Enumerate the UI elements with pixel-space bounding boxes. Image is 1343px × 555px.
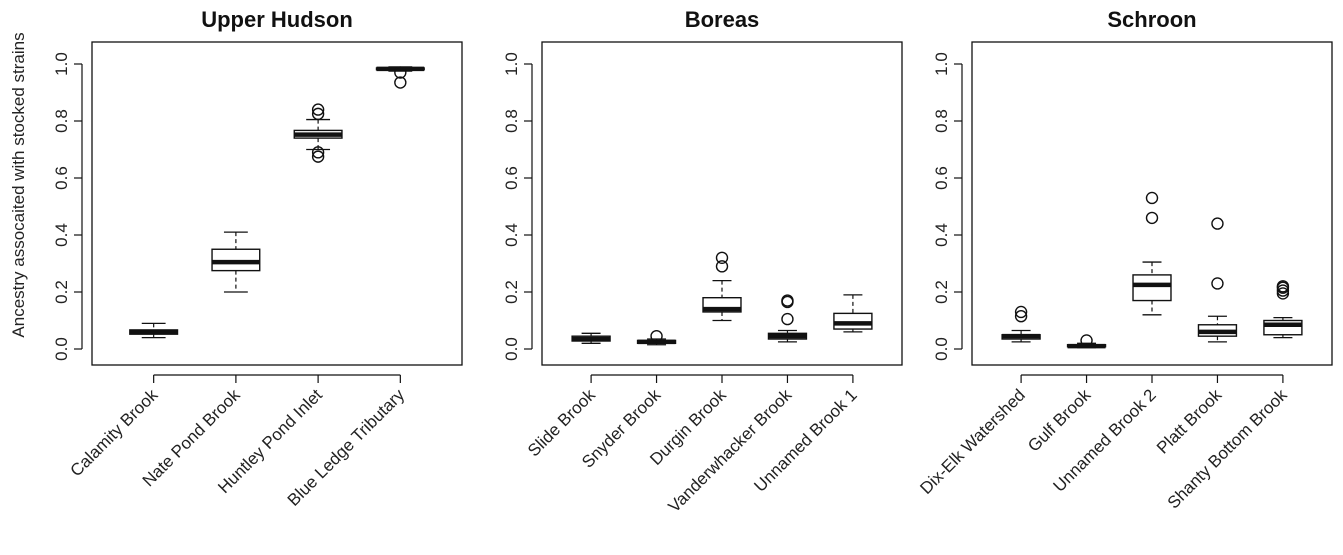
outlier-point [1145, 211, 1159, 225]
y-tick-label: 0.0 [502, 337, 521, 361]
box-4 [767, 294, 808, 343]
y-tick-label: 1.0 [502, 52, 521, 76]
y-tick-label: 0.8 [52, 109, 71, 133]
y-tick-label: 0.4 [932, 223, 951, 247]
outlier-point [1211, 217, 1224, 230]
outlier-point [1211, 277, 1224, 290]
panel-title: Boreas [685, 7, 760, 32]
box-4 [1197, 217, 1238, 343]
plot-frame [541, 41, 903, 366]
panels: Upper Hudson 0.0 0.2 0.4 0.6 0.8 1.0 Calamity B… [52, 7, 1333, 516]
y-tick-label: 1.0 [932, 52, 951, 76]
y-tick-label: 0.8 [932, 109, 951, 133]
y-tick-label: 1.0 [52, 52, 71, 76]
plot-frame [91, 41, 463, 366]
box-5 [1263, 280, 1303, 339]
outlier-point [1014, 310, 1028, 323]
y-tick-label: 0.4 [52, 223, 71, 247]
outlier-point [781, 294, 794, 307]
outlier-point [650, 329, 663, 343]
panel-title: Upper Hudson [201, 7, 353, 32]
panel-title: Schroon [1107, 7, 1196, 32]
panel-1: Upper Hudson 0.0 0.2 0.4 0.6 0.8 1.0 Calamity B… [52, 7, 463, 510]
outlier-point [1145, 191, 1159, 205]
box-3 [293, 103, 343, 163]
outlier-point [311, 107, 325, 121]
x-tick-label: Vanderwhacker Brook [664, 385, 795, 516]
box-3 [1132, 191, 1172, 316]
y-tick-label: 0.6 [502, 166, 521, 190]
panel-3: Schroon 0.0 0.2 0.4 0.6 0.8 1.0 Dix-Elk Watersh… [916, 7, 1333, 512]
outlier-point [311, 146, 325, 159]
box-1 [1001, 305, 1041, 343]
x-tick-label: Shanty Bottom Brook [1164, 385, 1291, 512]
box-1 [129, 322, 179, 339]
outlier-point [311, 150, 325, 163]
outlier-point [1014, 305, 1028, 319]
x-tick-label: Gulf Brook [1024, 385, 1095, 456]
y-tick-label: 0.2 [502, 280, 521, 304]
outlier-point [311, 103, 325, 116]
outlier-point [781, 312, 794, 326]
x-tick-label: Dix-Elk Watershed [916, 385, 1029, 498]
box-2 [636, 329, 677, 346]
y-tick-label: 0.6 [52, 166, 71, 190]
box-2 [211, 231, 261, 293]
y-tick-label: 0.2 [932, 280, 951, 304]
outlier-point [1276, 280, 1290, 293]
outlier-point [715, 251, 729, 264]
plot-frame [971, 41, 1333, 366]
outlier-point [715, 260, 729, 273]
outlier-point [394, 76, 407, 89]
y-tick-label: 0.0 [932, 337, 951, 361]
y-axis-label: Ancestry assocaited with stocked strains [9, 32, 28, 337]
box-4 [375, 66, 425, 89]
y-tick-label: 0.4 [502, 223, 521, 247]
box-5 [833, 294, 873, 333]
box-2 [1066, 334, 1107, 349]
y-tick-label: 0.0 [52, 337, 71, 361]
x-tick-label: Calamity Brook [67, 385, 162, 480]
y-tick-label: 0.8 [502, 109, 521, 133]
y-tick-label: 0.2 [52, 280, 71, 304]
box-1 [571, 332, 611, 344]
outlier-point [394, 66, 407, 79]
y-tick-label: 0.6 [932, 166, 951, 190]
box-3 [702, 251, 742, 322]
outlier-point [1080, 334, 1093, 347]
box-body [1132, 274, 1172, 302]
